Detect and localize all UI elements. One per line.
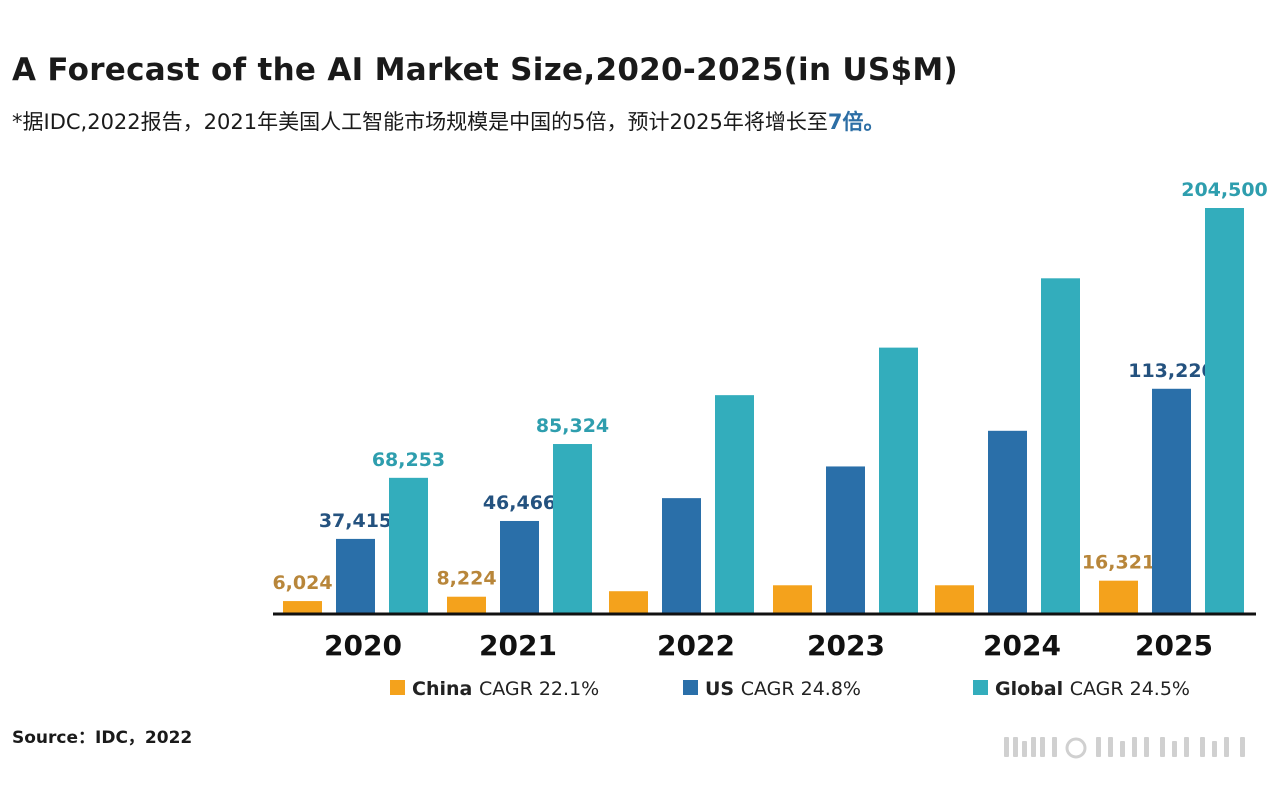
bar-global-2022 [715,395,754,613]
bar-china-2023 [773,585,812,613]
chart-subtitle: *据IDC,2022报告，2021年美国人工智能市场规模是中国的5倍，预计202… [12,106,885,136]
x-tick-label-2021: 2021 [479,629,557,662]
bar-us-2022 [662,498,701,613]
legend-name-china: China [412,678,479,700]
data-label-us-2021: 46,466 [483,492,556,514]
bar-china-2022 [609,591,648,613]
source-note: Source：IDC，2022 [12,728,193,748]
data-label-global-2021: 85,324 [536,415,609,437]
x-tick-label-2020: 2020 [324,629,402,662]
bar-us-2024 [988,430,1027,613]
data-label-china-2020: 6,024 [272,572,332,594]
bar-china-2020 [283,601,322,613]
legend-swatch-us [683,680,698,695]
data-label-global-2020: 68,253 [372,449,445,471]
legend-name-us: US [705,678,741,700]
bar-global-2025 [1205,208,1244,613]
x-tick-label-2025: 2025 [1135,629,1213,662]
x-tick-label-2023: 2023 [807,629,885,662]
legend-entry-us: US CAGR 24.8% [705,678,861,700]
legend-cagr-global: CAGR 24.5% [1070,678,1190,700]
legend-entry-global: Global CAGR 24.5% [995,678,1190,700]
legend-entry-china: China CAGR 22.1% [412,678,599,700]
data-label-global-2025: 204,500 [1181,179,1268,201]
legend-cagr-us: CAGR 24.8% [741,678,861,700]
legend-name-global: Global [995,678,1070,700]
bar-china-2021 [447,596,486,613]
bar-global-2023 [879,347,918,613]
legend-cagr-china: CAGR 22.1% [479,678,599,700]
bar-us-2025 [1152,388,1191,613]
bar-us-2023 [826,466,865,613]
bar-global-2020 [389,477,428,613]
subtitle-text: *据IDC,2022报告，2021年美国人工智能市场规模是中国的5倍，预计202… [12,110,828,134]
data-label-us-2025: 113,220 [1128,360,1215,382]
data-label-china-2025: 16,321 [1082,552,1155,574]
data-label-us-2020: 37,415 [319,510,392,532]
bar-china-2025 [1099,580,1138,613]
x-tick-label-2022: 2022 [657,629,735,662]
legend-swatch-global [973,680,988,695]
data-label-china-2021: 8,224 [436,568,496,590]
chart-title: A Forecast of the AI Market Size,2020-20… [12,52,959,88]
bar-global-2024 [1041,278,1080,613]
subtitle-highlight: 7倍。 [827,110,885,134]
watermark-icon [1004,737,1245,759]
bar-us-2020 [336,538,375,613]
bar-global-2021 [553,444,592,613]
bar-china-2024 [935,585,974,613]
legend-swatch-china [390,680,405,695]
x-tick-label-2024: 2024 [983,629,1061,662]
bar-us-2021 [500,520,539,613]
